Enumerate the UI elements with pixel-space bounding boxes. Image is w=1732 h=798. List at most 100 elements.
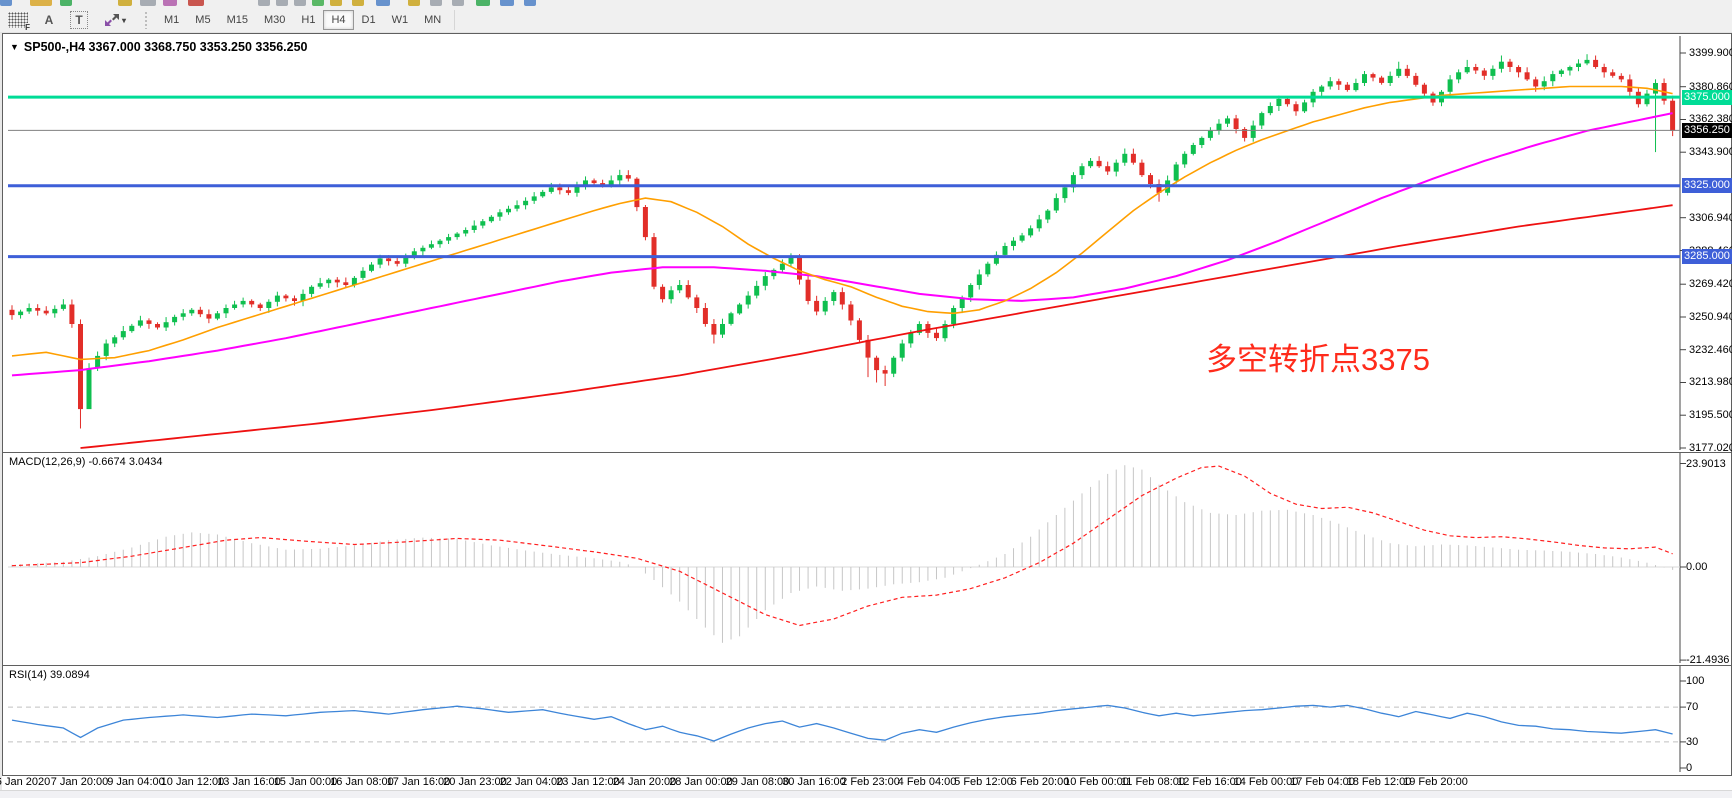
toolbar-icon-fragment[interactable] (500, 0, 514, 6)
time-axis-label: 19 Feb 20:00 (1403, 776, 1468, 788)
time-axis-label: 9 Jan 04:00 (107, 776, 165, 788)
price-tick-label: 3250.940 (1689, 310, 1732, 323)
macd-tick-label: 0.00 (1686, 561, 1708, 573)
toolbar-row-top-clipped (0, 0, 1732, 8)
time-axis-label: 20 Jan 23:00 (443, 776, 507, 788)
price-tick-label: 3213.980 (1689, 376, 1732, 389)
symbol-dropdown-icon[interactable]: ▼ (10, 42, 19, 52)
toolbar-icon-fragment[interactable] (163, 0, 177, 6)
time-axis-label: 29 Jan 08:00 (725, 776, 790, 788)
toolbar-icon-fragment[interactable] (408, 0, 420, 6)
toolbar-icon-fragment[interactable] (312, 0, 324, 6)
time-axis-label: 24 Jan 20:00 (612, 776, 677, 788)
price-level-badge: 3356.250 (1682, 122, 1732, 138)
price-level-badge: 3375.000 (1682, 89, 1732, 105)
macd-label: MACD(12,26,9) -0.6674 3.0434 (9, 456, 163, 468)
toolbar-icon-fragment[interactable] (118, 0, 132, 6)
toolbar-icon-fragment[interactable] (352, 0, 364, 6)
macd-tick-label: -21.4936 (1686, 654, 1730, 667)
toolbar-icon-fragment[interactable] (140, 0, 156, 6)
time-axis-label: 10 Jan 12:00 (160, 776, 225, 788)
chevron-down-icon: ▾ (122, 15, 127, 25)
time-axis-label: 4 Feb 04:00 (897, 776, 957, 788)
timeframe-button-W1[interactable]: W1 (384, 10, 417, 30)
text-box-tool-button[interactable]: T (63, 10, 95, 30)
price-level-badge: 3285.000 (1682, 249, 1732, 265)
time-axis-label: 7 Jan 20:00 (50, 776, 109, 788)
toolbar-separator (454, 10, 456, 30)
time-axis-label: 16 Jan 08:00 (330, 776, 394, 788)
time-axis-label: 14 Feb 00:00 (1233, 776, 1299, 788)
time-axis-label: 6 Jan 2020 (0, 776, 51, 788)
price-tick-label: 3177.020 (1689, 442, 1732, 454)
time-axis-label: 17 Feb 04:00 (1290, 776, 1355, 788)
macd-pane[interactable] (2, 452, 1732, 666)
annotation-text: 多空转折点3375 (1206, 342, 1430, 377)
time-axis-label: 23 Jan 12:00 (556, 776, 620, 788)
arrow-tools-button[interactable]: ▾ (97, 10, 133, 30)
toolbar-icon-fragment[interactable] (188, 0, 204, 6)
price-tick-label: 3399.900 (1689, 47, 1732, 59)
price-tick-label: 3362.380 (1689, 113, 1732, 126)
toolbar-icon-fragment[interactable] (452, 0, 464, 6)
price-tick-label: 3269.420 (1689, 278, 1732, 291)
chart-title: ▼ SP500-,H4 3367.000 3368.750 3353.250 33… (10, 40, 308, 54)
dotted-grid-icon: F (8, 12, 30, 32)
toolbar-icon-fragment[interactable] (430, 0, 442, 6)
macd-tick-label: 23.9013 (1686, 457, 1726, 470)
window-left-border (0, 32, 2, 797)
toolbar-icon-fragment[interactable] (0, 0, 12, 6)
time-axis-label: 6 Feb 20:00 (1010, 776, 1070, 788)
toolbar-icon-fragment[interactable] (30, 0, 52, 6)
time-axis-label: 12 Feb 16:00 (1177, 776, 1242, 788)
time-axis-label: 30 Jan 16:00 (782, 776, 846, 788)
toolbar-icon-fragment[interactable] (258, 0, 270, 6)
toolbar: F A T ▾ M1 M5 M15 M30 H1 H4 D1 W1 MN (0, 8, 1732, 33)
arrows-icon (105, 14, 119, 26)
time-axis-label: 5 Feb 12:00 (954, 776, 1013, 788)
time-axis-label: 15 Jan 00:00 (273, 776, 338, 788)
bottom-strip (0, 790, 1732, 798)
time-axis-label: 11 Feb 08:00 (1120, 776, 1186, 788)
timeframe-button-MN[interactable]: MN (416, 10, 449, 30)
text-label-tool-button[interactable]: A (37, 10, 61, 30)
time-axis-label: 17 Jan 16:00 (386, 776, 451, 788)
timeframe-button-H4[interactable]: H4 (323, 10, 354, 30)
time-axis-label: 18 Feb 12:00 (1346, 776, 1412, 788)
toolbar-icon-fragment[interactable] (276, 0, 288, 6)
toolbar-icon-fragment[interactable] (524, 0, 536, 6)
price-tick-label: 3343.900 (1689, 146, 1732, 159)
time-axis-label: 2 Feb 23:00 (841, 776, 900, 788)
rsi-tick-label: 30 (1686, 735, 1699, 748)
rsi-label: RSI(14) 39.0894 (9, 669, 90, 681)
main-chart-pane[interactable] (2, 33, 1732, 453)
timeframe-button-M5[interactable]: M5 (187, 10, 218, 30)
grid-f-letter: F (25, 23, 30, 32)
price-level-badge: 3325.000 (1682, 178, 1732, 194)
time-axis-label: 10 Feb 00:00 (1064, 776, 1129, 788)
rsi-tick-label: 70 (1686, 701, 1699, 714)
price-tick-label: 3306.940 (1689, 211, 1732, 224)
toolbar-icon-fragment[interactable] (376, 0, 390, 6)
time-axis-label: 22 Jan 04:00 (499, 776, 564, 788)
chart-title-text: SP500-,H4 3367.000 3368.750 3353.250 335… (23, 40, 308, 54)
text-label-icon: A (44, 13, 54, 27)
timeframe-button-M30[interactable]: M30 (256, 10, 293, 30)
toolbar-icon-fragment[interactable] (476, 0, 490, 6)
timeframe-button-M1[interactable]: M1 (156, 10, 187, 30)
timeframe-button-M15[interactable]: M15 (219, 10, 256, 30)
timeframe-group: M1 M5 M15 M30 H1 H4 D1 W1 MN (156, 10, 449, 30)
toolbar-icon-fragment[interactable] (330, 0, 342, 6)
toolbar-icon-fragment[interactable] (60, 0, 72, 6)
toolbar-drag-handle[interactable] (144, 11, 149, 29)
rsi-tick-label: 100 (1686, 675, 1705, 687)
rsi-pane[interactable] (2, 665, 1732, 776)
timeframe-button-D1[interactable]: D1 (354, 10, 384, 30)
time-axis-label: 28 Jan 00:00 (669, 776, 733, 788)
rsi-tick-label: 0 (1686, 762, 1693, 774)
time-axis-label: 13 Jan 16:00 (217, 776, 281, 788)
timeframe-button-H1[interactable]: H1 (293, 10, 323, 30)
price-tick-label: 3232.460 (1689, 343, 1732, 356)
toolbar-icon-fragment[interactable] (294, 0, 306, 6)
grid-f-icon-button[interactable]: F (1, 10, 35, 32)
